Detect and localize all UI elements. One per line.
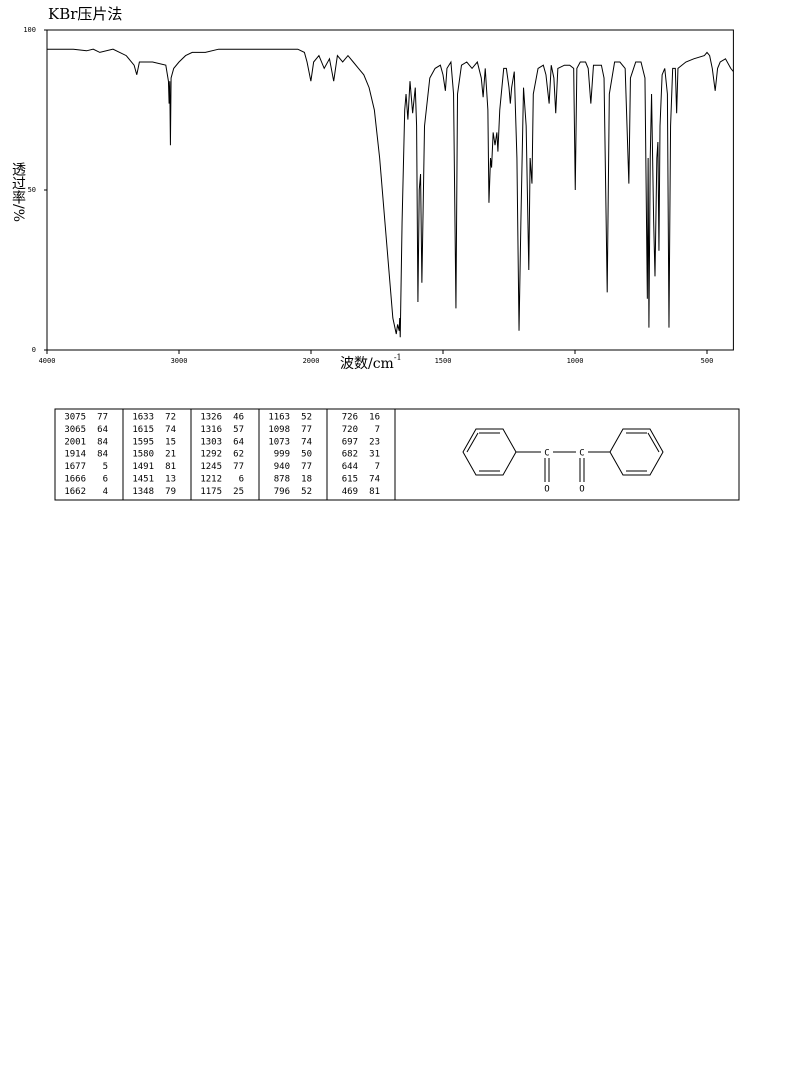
peak-wavenumber: 1633 <box>132 413 154 423</box>
peak-transmittance: 81 <box>165 462 176 472</box>
peak-transmittance: 15 <box>165 437 176 447</box>
peak-wavenumber: 1326 <box>200 413 222 423</box>
peak-transmittance: 23 <box>369 437 380 447</box>
peak-wavenumber: 796 <box>274 487 290 497</box>
peak-wavenumber: 1914 <box>64 450 86 460</box>
peak-transmittance: 81 <box>369 487 380 497</box>
peak-wavenumber: 1073 <box>268 437 290 447</box>
peak-transmittance: 62 <box>233 450 244 460</box>
peak-table-frame <box>54 408 740 501</box>
x-tick-label: 4000 <box>39 357 56 365</box>
peak-wavenumber: 1316 <box>200 425 222 435</box>
peak-transmittance: 6 <box>239 475 244 485</box>
peak-transmittance: 31 <box>369 450 380 460</box>
chart-title: KBr压片法 <box>48 5 122 23</box>
peak-wavenumber: 469 <box>342 487 358 497</box>
peak-transmittance: 84 <box>97 450 108 460</box>
peak-transmittance: 74 <box>165 425 176 435</box>
peak-wavenumber: 999 <box>274 450 290 460</box>
peak-wavenumber: 697 <box>342 437 358 447</box>
peak-transmittance: 77 <box>233 462 244 472</box>
bond <box>647 432 660 453</box>
peak-wavenumber: 940 <box>274 462 290 472</box>
peak-wavenumber: 644 <box>342 462 358 472</box>
peak-wavenumber: 3065 <box>64 425 86 435</box>
peak-wavenumber: 726 <box>342 413 358 423</box>
x-tick-label: 3000 <box>171 357 188 365</box>
ring <box>462 428 517 476</box>
atom-label: C <box>579 449 584 459</box>
structure <box>462 428 664 482</box>
peak-transmittance: 46 <box>233 413 244 423</box>
peak-wavenumber: 1491 <box>132 462 154 472</box>
peak-wavenumber: 1212 <box>200 475 222 485</box>
peak-transmittance: 21 <box>165 450 176 460</box>
peak-transmittance: 74 <box>301 437 312 447</box>
peak-wavenumber: 3075 <box>64 413 86 423</box>
peak-transmittance: 77 <box>301 425 312 435</box>
peak-transmittance: 13 <box>165 475 176 485</box>
x-axis-label: 波数/cm-1 <box>340 353 402 372</box>
peak-transmittance: 5 <box>103 462 108 472</box>
peak-wavenumber: 1666 <box>64 475 86 485</box>
peak-transmittance: 18 <box>301 475 312 485</box>
peak-transmittance: 64 <box>233 437 244 447</box>
peak-wavenumber: 1615 <box>132 425 154 435</box>
atom-label: O <box>579 485 584 495</box>
peak-transmittance: 64 <box>97 425 108 435</box>
atom-label: O <box>544 485 549 495</box>
peak-wavenumber: 1662 <box>64 487 86 497</box>
peak-wavenumber: 1451 <box>132 475 154 485</box>
peak-transmittance: 77 <box>97 413 108 423</box>
peak-transmittance: 16 <box>369 413 380 423</box>
x-axis-label-text: 波数/cm <box>340 356 394 372</box>
peak-wavenumber: 1245 <box>200 462 222 472</box>
peak-wavenumber: 1580 <box>132 450 154 460</box>
peak-transmittance: 84 <box>97 437 108 447</box>
peak-transmittance: 25 <box>233 487 244 497</box>
peak-transmittance: 77 <box>301 462 312 472</box>
peak-transmittance: 57 <box>233 425 244 435</box>
peak-wavenumber: 1677 <box>64 462 86 472</box>
peak-wavenumber: 2001 <box>64 437 86 447</box>
peak-transmittance: 72 <box>165 413 176 423</box>
peak-wavenumber: 1175 <box>200 487 222 497</box>
peak-wavenumber: 1292 <box>200 450 222 460</box>
x-tick-label: 500 <box>701 357 714 365</box>
x-tick-label: 1000 <box>567 357 584 365</box>
peak-transmittance: 4 <box>103 487 108 497</box>
peak-wavenumber: 1595 <box>132 437 154 447</box>
peak-transmittance: 79 <box>165 487 176 497</box>
atom-label: C <box>544 449 549 459</box>
peak-transmittance: 7 <box>375 425 380 435</box>
y-tick-label: 0 <box>32 346 36 354</box>
x-tick-label: 1500 <box>435 357 452 365</box>
peak-transmittance: 50 <box>301 450 312 460</box>
peak-wavenumber: 615 <box>342 475 358 485</box>
peak-transmittance: 6 <box>103 475 108 485</box>
ring <box>609 428 664 476</box>
peak-wavenumber: 682 <box>342 450 358 460</box>
peak-transmittance: 52 <box>301 413 312 423</box>
peak-wavenumber: 720 <box>342 425 358 435</box>
peak-wavenumber: 1303 <box>200 437 222 447</box>
peak-transmittance: 74 <box>369 475 380 485</box>
peak-transmittance: 7 <box>375 462 380 472</box>
spectrum-line <box>47 48 734 338</box>
peak-transmittance: 52 <box>301 487 312 497</box>
peak-wavenumber: 878 <box>274 475 290 485</box>
peak-wavenumber: 1163 <box>268 413 290 423</box>
bond <box>466 432 479 453</box>
peak-wavenumber: 1098 <box>268 425 290 435</box>
peak-wavenumber: 1348 <box>132 487 154 497</box>
y-tick-label: 100 <box>23 26 36 34</box>
y-tick-label: 50 <box>28 186 36 194</box>
x-tick-label: 2000 <box>303 357 320 365</box>
x-axis-label-exponent: -1 <box>394 353 402 362</box>
y-axis-label: 透过率/% <box>10 162 26 222</box>
